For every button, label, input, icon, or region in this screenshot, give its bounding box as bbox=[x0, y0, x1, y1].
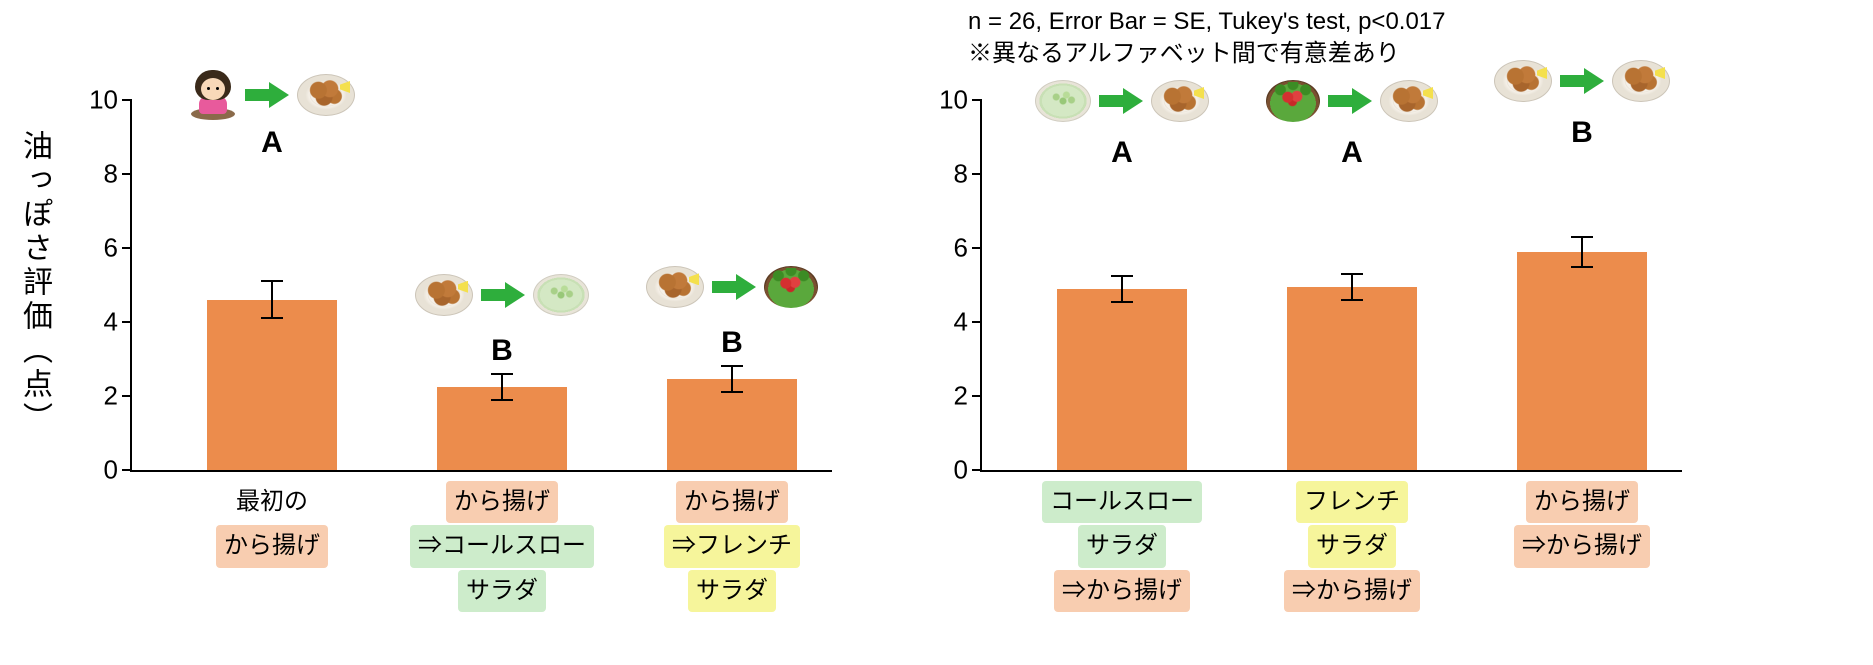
arrow-icon bbox=[245, 82, 289, 108]
karaage-icon bbox=[1380, 80, 1438, 122]
arrow-icon bbox=[1328, 88, 1372, 114]
error-cap bbox=[1571, 266, 1593, 268]
stats-note-line2: ※異なるアルファベット間で有意差あり bbox=[968, 38, 1446, 70]
sequence-icons bbox=[1035, 80, 1209, 122]
significance-letter: B bbox=[721, 326, 743, 360]
error-bar bbox=[1351, 274, 1353, 300]
category-label: から揚げ⇒コールスローサラダ bbox=[410, 480, 594, 613]
sequence-icons bbox=[189, 70, 355, 120]
error-cap bbox=[1571, 236, 1593, 238]
y-tick-label: 10 bbox=[939, 85, 982, 116]
y-tick-label: 6 bbox=[954, 233, 982, 264]
error-cap bbox=[1341, 299, 1363, 301]
y-tick-label: 4 bbox=[954, 307, 982, 338]
bar bbox=[1057, 289, 1187, 470]
arrow-icon bbox=[1560, 68, 1604, 94]
error-bar bbox=[1581, 237, 1583, 267]
coleslaw-icon bbox=[1035, 80, 1091, 122]
y-axis-label: 油っぽさ評価（点） bbox=[12, 130, 56, 436]
y-tick-label: 4 bbox=[104, 307, 132, 338]
plot-area: 0246810A最初のから揚げBから揚げ⇒コールスローサラダBから揚げ⇒フレンチ… bbox=[130, 100, 832, 472]
y-tick-label: 2 bbox=[104, 381, 132, 412]
error-cap bbox=[261, 317, 283, 319]
y-tick-label: 2 bbox=[954, 381, 982, 412]
category-label-line: ⇒から揚げ bbox=[1514, 525, 1650, 567]
arrow-icon bbox=[1099, 88, 1143, 114]
category-label-line: サラダ bbox=[688, 570, 776, 612]
karaage-icon bbox=[297, 74, 355, 116]
category-label: コールスローサラダ⇒から揚げ bbox=[1042, 480, 1202, 613]
category-label-line: コールスロー bbox=[1042, 481, 1202, 523]
y-tick-label: 6 bbox=[104, 233, 132, 264]
karaage-icon bbox=[646, 266, 704, 308]
sequence-icons bbox=[1266, 80, 1438, 122]
category-label-line: 最初の bbox=[228, 481, 316, 523]
error-bar bbox=[731, 366, 733, 392]
category-label-line: サラダ bbox=[1308, 525, 1396, 567]
category-label-line: ⇒フレンチ bbox=[664, 525, 800, 567]
category-label-line: から揚げ bbox=[216, 525, 328, 567]
y-tick-label: 0 bbox=[954, 455, 982, 486]
error-cap bbox=[721, 365, 743, 367]
significance-letter: A bbox=[261, 126, 283, 160]
category-label-line: ⇒から揚げ bbox=[1054, 570, 1190, 612]
category-label-line: から揚げ bbox=[676, 481, 788, 523]
error-cap bbox=[1111, 275, 1133, 277]
significance-letter: B bbox=[1571, 116, 1593, 150]
bar bbox=[1517, 252, 1647, 470]
category-label-line: ⇒コールスロー bbox=[410, 525, 594, 567]
karaage-icon bbox=[1612, 60, 1670, 102]
sequence-icons bbox=[415, 274, 589, 316]
y-tick-label: 0 bbox=[104, 455, 132, 486]
y-tick-label: 8 bbox=[104, 159, 132, 190]
significance-letter: B bbox=[491, 334, 513, 368]
significance-letter: A bbox=[1341, 136, 1363, 170]
category-label-line: サラダ bbox=[1078, 525, 1166, 567]
karaage-icon bbox=[1151, 80, 1209, 122]
karaage-icon bbox=[1494, 60, 1552, 102]
chart-2: 0246810Aコールスローサラダ⇒から揚げAフレンチサラダ⇒から揚げBから揚げ… bbox=[980, 100, 1680, 470]
error-cap bbox=[261, 280, 283, 282]
error-cap bbox=[721, 391, 743, 393]
error-cap bbox=[491, 373, 513, 375]
y-tick-label: 10 bbox=[89, 85, 132, 116]
sequence-icons bbox=[646, 266, 818, 308]
arrow-icon bbox=[481, 282, 525, 308]
stats-note: n = 26, Error Bar = SE, Tukey's test, p<… bbox=[968, 6, 1446, 71]
error-cap bbox=[491, 399, 513, 401]
category-label-line: から揚げ bbox=[1526, 481, 1638, 523]
error-bar bbox=[271, 281, 273, 318]
error-bar bbox=[1121, 276, 1123, 302]
error-cap bbox=[1111, 301, 1133, 303]
category-label: フレンチサラダ⇒から揚げ bbox=[1284, 480, 1420, 613]
chart-1: 0246810A最初のから揚げBから揚げ⇒コールスローサラダBから揚げ⇒フレンチ… bbox=[130, 100, 830, 470]
error-bar bbox=[501, 374, 503, 400]
y-tick-label: 8 bbox=[954, 159, 982, 190]
bar bbox=[207, 300, 337, 470]
girl-eating-icon bbox=[189, 70, 237, 120]
category-label-line: ⇒から揚げ bbox=[1284, 570, 1420, 612]
category-label-line: から揚げ bbox=[446, 481, 558, 523]
bar bbox=[1287, 287, 1417, 470]
karaage-icon bbox=[415, 274, 473, 316]
sequence-icons bbox=[1494, 60, 1670, 102]
category-label: 最初のから揚げ bbox=[216, 480, 328, 569]
significance-letter: A bbox=[1111, 136, 1133, 170]
french-salad-icon bbox=[764, 266, 818, 308]
category-label-line: フレンチ bbox=[1296, 481, 1408, 523]
category-label: から揚げ⇒フレンチサラダ bbox=[664, 480, 800, 613]
plot-area: 0246810Aコールスローサラダ⇒から揚げAフレンチサラダ⇒から揚げBから揚げ… bbox=[980, 100, 1682, 472]
stats-note-line1: n = 26, Error Bar = SE, Tukey's test, p<… bbox=[968, 6, 1446, 38]
coleslaw-icon bbox=[533, 274, 589, 316]
french-salad-icon bbox=[1266, 80, 1320, 122]
error-cap bbox=[1341, 273, 1363, 275]
category-label-line: サラダ bbox=[458, 570, 546, 612]
arrow-icon bbox=[712, 274, 756, 300]
category-label: から揚げ⇒から揚げ bbox=[1514, 480, 1650, 569]
